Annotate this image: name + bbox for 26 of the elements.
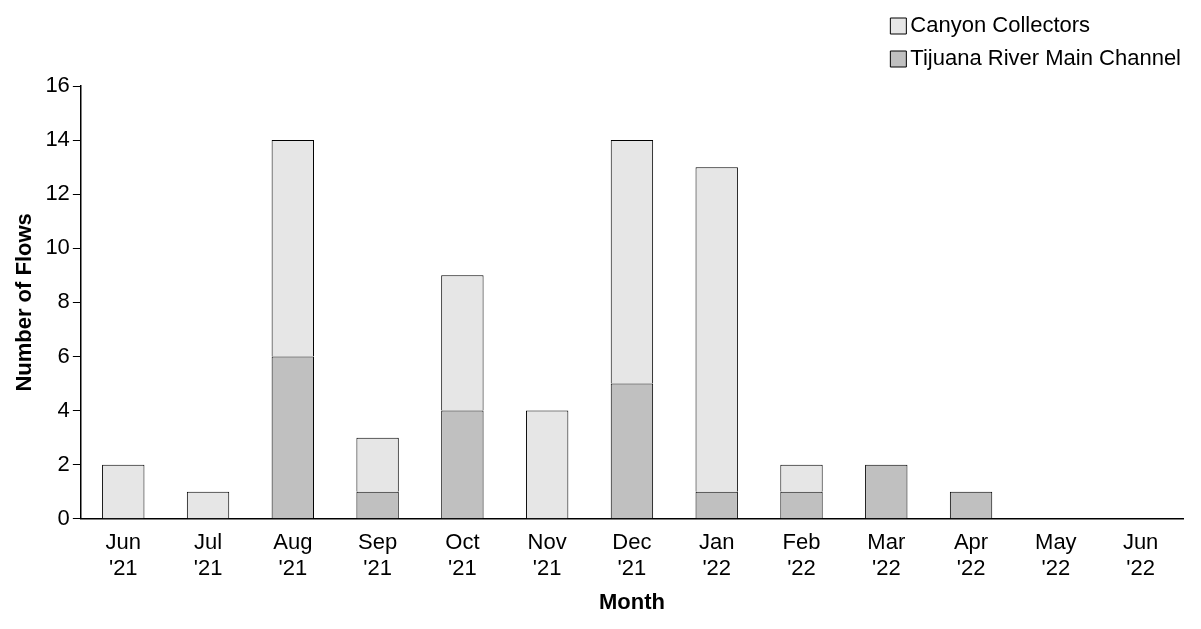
x-tick-label: Sep '21 [358,529,398,581]
y-tick-label: 8 [57,288,70,314]
y-tick-label: 10 [45,234,70,260]
y-tick-label: 16 [45,72,70,98]
legend-label: Tijuana River Main Channel [910,45,1182,71]
x-tick-label: Aug '21 [273,529,313,581]
legend-label: Canyon Collectors [910,12,1091,38]
x-tick-label: Nov '21 [527,529,567,581]
y-axis-title: Number of Flows [11,213,37,392]
x-tick-label: Jun '22 [1122,529,1159,581]
x-tick-label: Mar '22 [867,529,906,581]
y-tick-label: 6 [57,342,70,368]
x-tick-label: Feb '22 [782,529,821,581]
y-tick-label: 4 [57,396,70,422]
x-tick-label: May '22 [1035,529,1077,581]
y-tick-label: 2 [57,450,70,476]
x-tick-label: Apr '22 [953,529,989,581]
x-tick-label: Dec '21 [612,529,652,581]
x-tick-label: Jul '21 [193,529,223,581]
y-tick-label: 0 [57,504,70,530]
x-tick-label: Jun '21 [105,529,141,581]
y-tick-label: 14 [45,126,70,152]
x-axis-title: Month [598,588,665,614]
y-tick-label: 12 [45,180,70,206]
x-tick-label: Oct '21 [445,529,480,581]
x-tick-label: Jan '22 [698,529,735,581]
